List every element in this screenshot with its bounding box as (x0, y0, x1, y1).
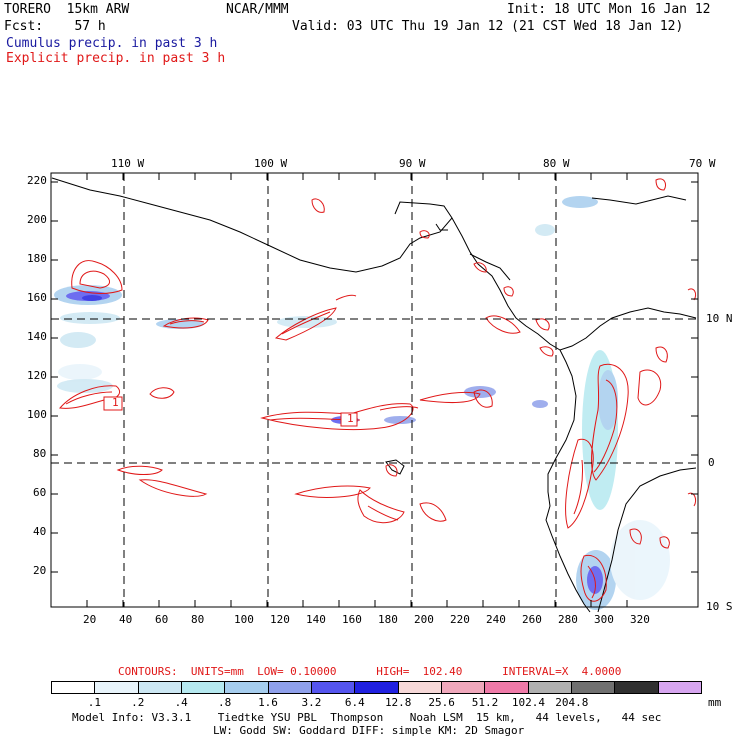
y-tick-label: 180 (27, 252, 47, 265)
x-tick-label: 80 (191, 613, 205, 626)
explicit-field-label: Explicit precip. in past 3 h (6, 51, 226, 66)
forecast-hour: Fcst: 57 h (4, 19, 106, 34)
legend-label: .2 (131, 696, 145, 709)
x-tick-label: 180 (378, 613, 398, 626)
legend-label: 25.6 (428, 696, 455, 709)
x-tick-label: 100 (234, 613, 254, 626)
legend-swatch (225, 682, 269, 693)
legend-swatch (398, 682, 442, 693)
legend-label: .8 (217, 696, 232, 709)
model-info-line-1: Model Info: V3.3.1 Tiedtke YSU PBL Thomp… (72, 711, 662, 724)
contour-label: 1 (347, 412, 354, 425)
x-tick-label: 320 (630, 613, 650, 626)
legend-swatch (52, 682, 96, 693)
legend-swatch (311, 682, 356, 693)
x-tick-label: 280 (558, 613, 578, 626)
legend-label: 6.4 (344, 696, 365, 709)
legend-swatch (268, 682, 312, 693)
x-tick-label: 220 (450, 613, 470, 626)
valid-time: Valid: 03 UTC Thu 19 Jan 12 (21 CST Wed … (292, 19, 684, 34)
legend-label: 204.8 (555, 696, 589, 709)
legend-swatch (138, 682, 182, 693)
lon-label-70w: 70 W (689, 157, 716, 170)
legend-label: .1 (87, 696, 102, 709)
color-legend-units: mm (708, 696, 722, 709)
coastlines (51, 177, 697, 613)
legend-swatch (181, 682, 226, 693)
contour-label-boxes (103, 396, 358, 427)
x-tick-label: 200 (414, 613, 434, 626)
lat-label-0: 0 (708, 456, 715, 469)
legend-swatch (355, 682, 399, 693)
x-tick-label: 120 (270, 613, 290, 626)
lon-label-110w: 110 W (111, 157, 145, 170)
color-legend-bar (51, 681, 702, 694)
y-tick-label: 160 (27, 291, 47, 304)
y-tick-label: 200 (27, 213, 47, 226)
legend-label: 12.8 (384, 696, 412, 709)
legend-swatch (95, 682, 139, 693)
lat-label-10n: 10 N (706, 312, 733, 325)
y-tick-label: 40 (33, 525, 47, 538)
x-tick-label: 140 (306, 613, 326, 626)
organization: NCAR/MMM (226, 2, 289, 17)
y-tick-label: 60 (33, 486, 47, 499)
lat-lon-grid (51, 173, 698, 607)
y-tick-label: 100 (27, 408, 47, 421)
cumulus-field-label: Cumulus precip. in past 3 h (6, 36, 218, 51)
y-tick-label: 80 (33, 447, 47, 460)
x-tick-label: 300 (594, 613, 614, 626)
lon-label-80w: 80 W (543, 157, 570, 170)
legend-label: 102.4 (511, 696, 545, 709)
contours-info: CONTOURS: UNITS=mm LOW= 0.10000 HIGH= 10… (118, 665, 622, 678)
x-tick-label: 240 (486, 613, 506, 626)
lon-label-100w: 100 W (254, 157, 288, 170)
legend-label: 1.6 (258, 696, 278, 709)
explicit-precip-contours (59, 178, 697, 602)
axis-ticks (50, 173, 698, 607)
lat-label-10s: 10 S (706, 600, 733, 613)
legend-swatch (485, 682, 529, 693)
x-tick-label: 40 (119, 613, 133, 626)
legend-label: 3.2 (301, 696, 322, 709)
legend-label: .4 (174, 696, 188, 709)
init-time: Init: 18 UTC Mon 16 Jan 12 (507, 2, 711, 17)
y-tick-label: 140 (27, 330, 47, 343)
cumulus-precip-shading (54, 196, 670, 610)
lon-label-90w: 90 W (399, 157, 426, 170)
contour-label: 1 (112, 396, 119, 409)
legend-swatch (658, 682, 701, 693)
legend-swatch (615, 682, 659, 693)
legend-label: 51.2 (471, 696, 499, 709)
x-tick-label: 160 (342, 613, 362, 626)
legend-swatch (441, 682, 486, 693)
legend-swatch (528, 682, 572, 693)
y-tick-label: 220 (27, 174, 47, 187)
y-tick-label: 20 (33, 564, 47, 577)
model-name: TORERO 15km ARW (4, 2, 130, 17)
x-tick-label: 20 (83, 613, 97, 626)
legend-swatch (571, 682, 616, 693)
x-tick-label: 260 (522, 613, 542, 626)
y-tick-label: 120 (27, 369, 47, 382)
model-info-line-2: LW: Godd SW: Goddard DIFF: simple KM: 2D… (213, 724, 525, 737)
x-tick-label: 60 (155, 613, 169, 626)
